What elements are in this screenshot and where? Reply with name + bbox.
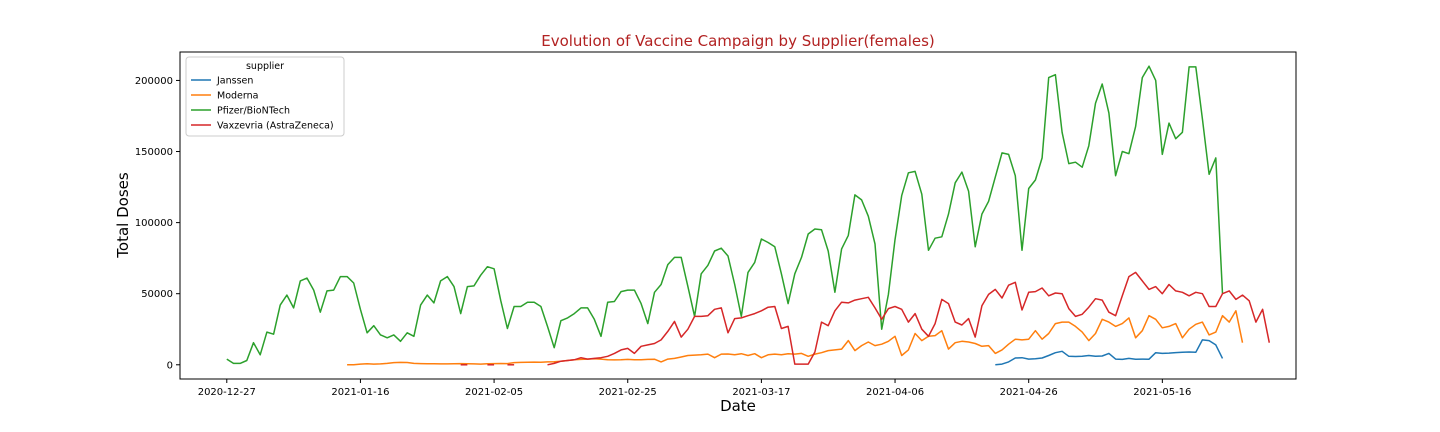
x-tick-label: 2021-05-16 xyxy=(1133,387,1191,398)
x-axis: 2020-12-27 2021-01-16 2021-02-05 2021-02-25… xyxy=(198,379,1191,398)
x-tick-label: 2020-12-27 xyxy=(198,387,256,398)
x-tick-label: 2021-03-17 xyxy=(732,387,790,398)
series-line-pfizer-biontech xyxy=(226,65,1224,365)
legend-title: supplier xyxy=(246,61,284,72)
legend-label-janssen: Janssen xyxy=(216,76,253,87)
series-layer xyxy=(226,65,1271,366)
y-tick-label: 100000 xyxy=(135,218,173,229)
legend: supplier Janssen Moderna Pfizer/BioNTech Vax… xyxy=(185,56,345,137)
series-line-moderna xyxy=(347,310,1244,366)
series-line-janssen xyxy=(995,339,1224,366)
legend-box xyxy=(185,56,345,137)
plot-frame xyxy=(179,51,1297,380)
y-axis-label: Total Doses xyxy=(114,172,132,259)
x-tick-label: 2021-02-25 xyxy=(599,387,657,398)
y-tick-label: 0 xyxy=(167,360,173,371)
legend-label-moderna: Moderna xyxy=(217,91,258,102)
y-tick-label: 150000 xyxy=(135,147,173,158)
chart-title: Evolution of Vaccine Campaign by Supplie… xyxy=(541,32,935,50)
x-tick-label: 2021-01-16 xyxy=(331,387,389,398)
x-tick-label: 2021-04-26 xyxy=(1000,387,1058,398)
series-line-vaxzevria-astrazeneca xyxy=(547,271,1271,366)
y-tick-label: 50000 xyxy=(141,289,173,300)
x-axis-label: Date xyxy=(720,397,756,415)
x-tick-label: 2021-04-06 xyxy=(866,387,924,398)
legend-label-vaxzevria-astrazeneca: Vaxzevria (AstraZeneca) xyxy=(217,121,334,132)
legend-label-pfizer-biontech: Pfizer/BioNTech xyxy=(217,106,290,117)
y-axis: 0 50000 100000 150000 200000 xyxy=(135,76,180,371)
y-tick-label: 200000 xyxy=(135,76,173,87)
x-tick-label: 2021-02-05 xyxy=(465,387,523,398)
